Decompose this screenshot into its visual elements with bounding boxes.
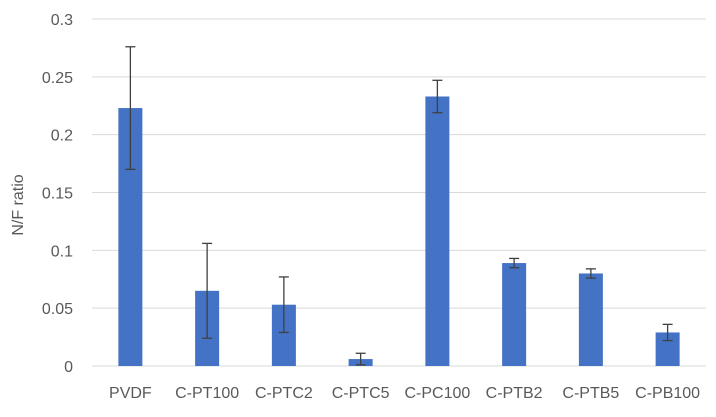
- error-bar-c-pc100: [432, 79, 443, 114]
- y-axis-title: N/F ratio: [10, 174, 27, 235]
- x-tick-label: C-PB100: [635, 385, 700, 402]
- x-tick-label: C-PTB2: [486, 385, 543, 402]
- error-bar-c-ptc2: [278, 276, 289, 334]
- y-tick-label: 0: [64, 359, 73, 376]
- y-tick-label: 0.25: [42, 70, 73, 87]
- y-tick-label: 0.3: [51, 12, 73, 29]
- bar-c-pc100: [425, 96, 450, 366]
- error-bar-c-pb100: [662, 323, 673, 342]
- x-tick-label: C-PC100: [404, 385, 470, 402]
- x-tick-label: C-PT100: [175, 385, 239, 402]
- x-tick-label: PVDF: [109, 385, 152, 402]
- y-tick-label: 0.15: [42, 186, 73, 203]
- error-bar-c-ptc5: [355, 352, 366, 366]
- bars: [118, 96, 680, 367]
- x-tick-labels: PVDF C-PT100 C-PTC2 C-PTC5 C-PC100 C-PTB2 C-PT…: [109, 385, 700, 402]
- gridlines: [92, 18, 706, 367]
- bar-c-ptb5: [578, 273, 603, 366]
- y-tick-label: 0.05: [42, 301, 73, 318]
- error-bar-pvdf: [125, 46, 136, 171]
- bar-c-ptb2: [502, 263, 527, 366]
- y-tick-labels: 0 0.05 0.1 0.15 0.2 0.25 0.3: [42, 12, 73, 376]
- x-tick-label: C-PTB5: [562, 385, 619, 402]
- y-tick-label: 0.2: [51, 128, 73, 145]
- error-bar-c-ptb2: [509, 257, 520, 269]
- y-tick-label: 0.1: [51, 243, 73, 260]
- error-bars: [125, 46, 673, 366]
- error-bar-c-ptb5: [585, 268, 596, 279]
- error-bar-c-pt100: [202, 242, 213, 339]
- x-tick-label: C-PTC5: [332, 385, 390, 402]
- x-tick-label: C-PTC2: [255, 385, 313, 402]
